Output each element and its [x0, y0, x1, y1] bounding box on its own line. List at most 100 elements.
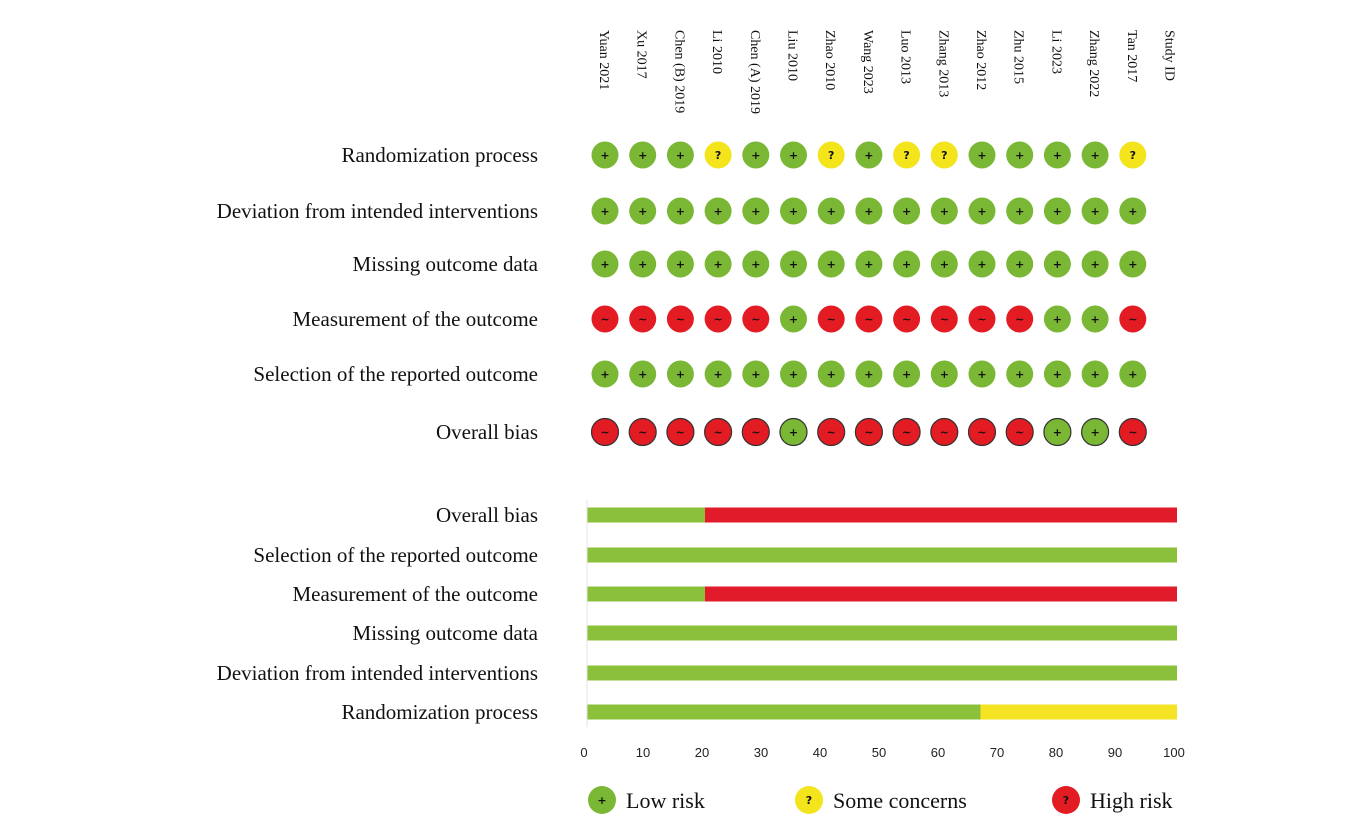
rating-symbol: ~	[1128, 426, 1137, 439]
rating-circle	[930, 141, 958, 169]
rating-circle	[817, 417, 846, 447]
legend-item-some: ? Some concerns	[795, 786, 967, 814]
rating-dot-deviation-from-intended-interventions-yuan-2021: +	[591, 197, 619, 225]
rating-circle	[968, 141, 996, 169]
rating-symbol: +	[713, 205, 722, 218]
rating-symbol: +	[600, 149, 609, 162]
study-header-zhao-2012: Zhao 2012	[973, 30, 988, 90]
rating-symbol: ~	[751, 426, 760, 439]
legend-label-high: High risk	[1090, 788, 1173, 813]
rating-dot-measurement-of-the-outcome-zhao-2010: ~	[817, 305, 845, 333]
rating-circle	[666, 197, 694, 225]
rating-dot-missing-outcome-data-chen-b-2019: +	[666, 250, 694, 278]
bar-segment-randomization-process-some	[980, 704, 1177, 720]
rating-symbol: +	[1128, 205, 1137, 218]
legend-swatch-high-icon	[1052, 786, 1080, 814]
rating-circle	[704, 141, 732, 169]
rating-circle	[704, 360, 732, 388]
rating-circle	[1043, 417, 1072, 447]
rating-symbol: ?	[715, 149, 721, 162]
rating-symbol: ~	[638, 426, 647, 439]
summary-x-axis: 0 10 20 30 40 50 60 70 80 90 100	[580, 500, 1185, 760]
rating-symbol: ~	[977, 313, 986, 326]
rating-circle	[590, 417, 620, 447]
rating-circle	[855, 360, 883, 388]
rating-circle	[704, 305, 732, 333]
rating-symbol: ~	[827, 313, 836, 326]
rating-circle	[893, 250, 921, 278]
rating-circle	[780, 197, 807, 225]
rating-symbol: +	[940, 205, 949, 218]
rating-dot-overall-bias-yuan-2021: ~	[590, 417, 620, 447]
rating-dot-selection-of-the-reported-outcome-yuan-2021: +	[591, 360, 619, 388]
rating-dot-deviation-from-intended-interventions-wang-2023: +	[855, 197, 883, 225]
rating-symbol: +	[977, 368, 986, 381]
rating-dot-randomization-process-chen-a-2019: +	[742, 141, 770, 169]
rating-dot-missing-outcome-data-zhao-2010: +	[817, 250, 845, 278]
rating-symbol: +	[940, 368, 949, 381]
rating-circle	[591, 360, 619, 388]
rating-symbol: +	[751, 149, 760, 162]
traffic-row-label-overall-bias: Overall bias	[436, 420, 538, 444]
rating-circle	[742, 360, 770, 388]
rating-symbol: ~	[676, 313, 685, 326]
study-header-li-2010: Li 2010	[709, 30, 724, 74]
rating-symbol: +	[638, 205, 647, 218]
rating-circle	[704, 250, 732, 278]
rating-circle	[817, 305, 845, 333]
rating-symbol: +	[977, 149, 986, 162]
rating-dot-deviation-from-intended-interventions-liu-2010: +	[780, 197, 807, 225]
rating-dot-deviation-from-intended-interventions-chen-b-2019: +	[666, 197, 694, 225]
rating-circle	[1119, 360, 1147, 388]
rating-symbol: ~	[1015, 426, 1024, 439]
rating-symbol: ~	[600, 426, 609, 439]
rating-dot-overall-bias-chen-a-2019: ~	[741, 417, 770, 447]
traffic-row-label-missing-outcome-data: Missing outcome data	[353, 252, 539, 276]
rating-symbol: +	[676, 149, 685, 162]
rating-dot-randomization-process-xu-2017: +	[629, 141, 657, 169]
rating-circle	[930, 250, 958, 278]
rating-circle	[1043, 305, 1071, 333]
rating-circle	[817, 250, 845, 278]
rating-circle	[893, 305, 921, 333]
rating-dot-selection-of-the-reported-outcome-chen-b-2019: +	[666, 360, 694, 388]
rating-dot-overall-bias-wang-2023: ~	[854, 417, 884, 447]
rating-dot-selection-of-the-reported-outcome-zhang-2013: +	[930, 360, 958, 388]
rating-symbol: +	[864, 149, 873, 162]
rating-circle	[1043, 360, 1071, 388]
rating-circle	[968, 360, 996, 388]
rating-symbol: +	[902, 368, 911, 381]
rating-dot-randomization-process-liu-2010: +	[780, 141, 807, 169]
rating-dot-missing-outcome-data-zhang-2013: +	[930, 250, 958, 278]
rating-circle	[1006, 305, 1034, 333]
rating-dot-overall-bias-zhang-2022: +	[1080, 417, 1110, 447]
rating-symbol: +	[638, 368, 647, 381]
rating-dot-deviation-from-intended-interventions-zhu-2015: +	[1006, 197, 1034, 225]
rating-circle	[741, 417, 770, 447]
rating-circle	[591, 141, 619, 169]
rating-dot-deviation-from-intended-interventions-luo-2013: +	[893, 197, 921, 225]
rating-dot-randomization-process-zhu-2015: +	[1006, 141, 1034, 169]
rating-circle	[893, 360, 921, 388]
rating-circle	[968, 197, 996, 225]
rating-symbol: ~	[713, 313, 722, 326]
study-header-wang-2023: Wang 2023	[860, 30, 875, 94]
rating-circle	[1118, 417, 1147, 447]
rating-dot-selection-of-the-reported-outcome-zhang-2022: +	[1081, 360, 1109, 388]
rating-dot-measurement-of-the-outcome-li-2010: ~	[704, 305, 732, 333]
rating-dot-overall-bias-luo-2013: ~	[892, 417, 921, 447]
rating-dot-selection-of-the-reported-outcome-wang-2023: +	[855, 360, 883, 388]
rating-dot-deviation-from-intended-interventions-zhang-2022: +	[1081, 197, 1109, 225]
rating-symbol: ~	[902, 426, 911, 439]
rating-dot-selection-of-the-reported-outcome-zhao-2012: +	[968, 360, 996, 388]
rating-circle	[629, 197, 657, 225]
rating-circle	[742, 197, 770, 225]
rating-dot-missing-outcome-data-li-2023: +	[1043, 250, 1071, 278]
rating-dot-randomization-process-li-2023: +	[1043, 141, 1071, 169]
rating-symbol: ~	[827, 426, 836, 439]
rating-dot-randomization-process-chen-b-2019: +	[666, 141, 694, 169]
rating-dot-missing-outcome-data-xu-2017: +	[629, 250, 657, 278]
rating-dot-randomization-process-zhao-2010: ?	[817, 141, 845, 169]
x-tick-label-0: 0	[580, 745, 587, 760]
rating-circle	[1080, 417, 1110, 447]
